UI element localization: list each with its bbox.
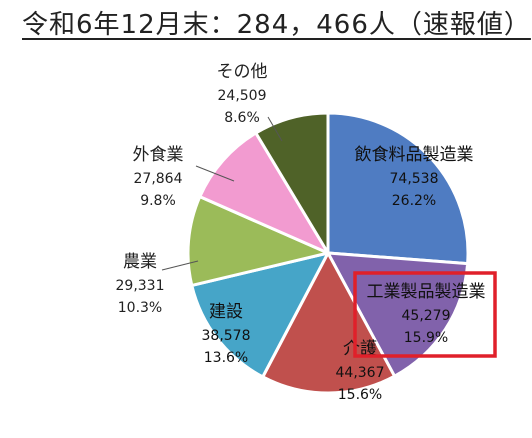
slice-category-label: 介護 <box>343 339 377 359</box>
slice-category-label: 工業製品製造業 <box>367 282 486 302</box>
pie-slice <box>198 131 330 255</box>
pie-slice <box>326 111 470 266</box>
chart-title: 令和6年12月末：284，466人（速報値） <box>22 10 531 40</box>
slice-category-label: 外食業 <box>133 145 184 165</box>
leader-line <box>195 165 235 182</box>
slice-value-label: 74,538 <box>390 171 439 187</box>
slice-percent-label: 13.6% <box>204 350 248 366</box>
pie-slice <box>254 111 330 255</box>
pie-slice <box>190 251 330 379</box>
pie-slices <box>186 111 470 395</box>
leader-line <box>161 260 199 271</box>
slice-value-label: 27,864 <box>134 171 183 187</box>
slice-value-label: 44,367 <box>336 365 385 381</box>
pie-slice <box>186 195 330 287</box>
slice-category-label: 農業 <box>123 252 157 272</box>
slice-category-label: 飲食料品製造業 <box>355 145 474 165</box>
slice-percent-label: 26.2% <box>392 193 436 209</box>
highlight-box <box>353 271 497 358</box>
slice-percent-label: 9.8% <box>140 193 176 209</box>
slice-value-label: 29,331 <box>116 278 165 294</box>
slice-percent-label: 15.6% <box>338 387 382 403</box>
slice-percent-label: 10.3% <box>118 300 162 316</box>
pie-slice <box>261 251 397 395</box>
slice-value-label: 45,279 <box>402 308 451 324</box>
pie-labels: 飲食料品製造業 74,538 26.2% 工業製品製造業 45,279 15.9% 介護 44… <box>116 62 486 403</box>
slice-category-label: 建設 <box>209 302 243 322</box>
slice-value-label: 38,578 <box>202 328 251 344</box>
slice-percent-label: 8.6% <box>224 110 260 126</box>
leader-line <box>267 116 283 142</box>
slice-value-label: 24,509 <box>218 88 267 104</box>
slice-percent-label: 15.9% <box>404 330 448 346</box>
slice-category-label: その他 <box>217 62 268 82</box>
